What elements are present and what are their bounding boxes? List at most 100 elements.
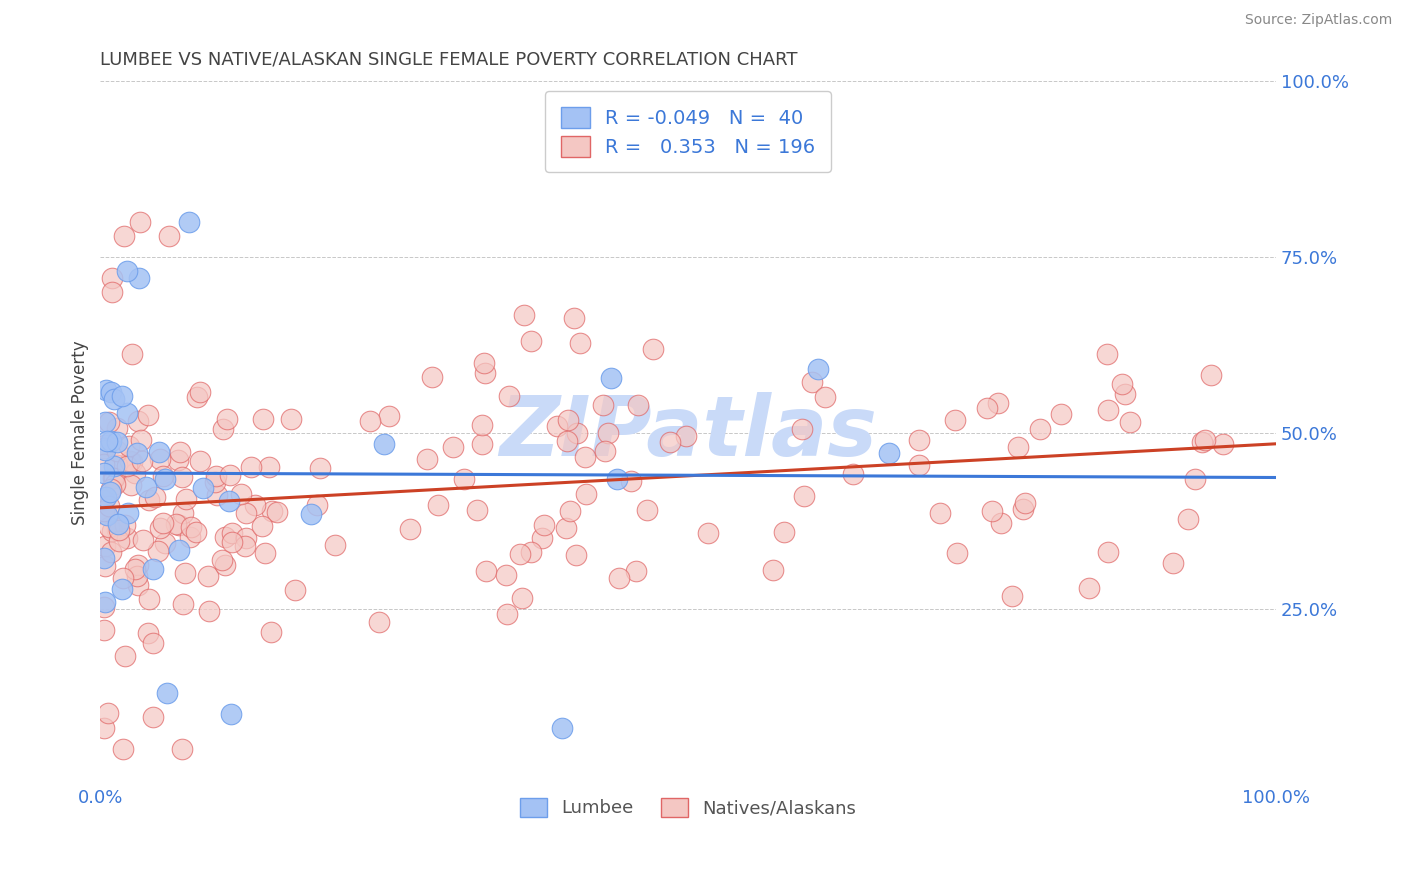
Point (117, 459, 139, 474)
Point (93, 721, 115, 735)
Point (981, 504, 1004, 518)
Point (260, 504, 283, 518)
Point (96, 508, 118, 523)
Point (197, 569, 219, 583)
Point (1114, 387, 1136, 401)
Point (420, 370, 443, 384)
Point (252, 411, 274, 425)
Point (218, 493, 240, 508)
Text: Source: ZipAtlas.com: Source: ZipAtlas.com (1244, 13, 1392, 28)
Point (186, 525, 208, 540)
Point (174, 566, 197, 580)
Point (1119, 415, 1142, 429)
Point (1007, 440, 1029, 454)
Point (877, 446, 900, 460)
Point (125, 569, 148, 583)
Point (593, 444, 616, 458)
Point (101, 471, 124, 485)
Point (284, 582, 307, 597)
Point (373, 437, 395, 451)
Point (94, 595, 117, 609)
Point (100, 385, 122, 400)
Point (93, 466, 115, 480)
Point (131, 433, 153, 447)
Point (132, 533, 155, 547)
Point (1194, 433, 1216, 447)
Point (606, 472, 628, 486)
Point (235, 507, 257, 521)
Point (146, 544, 169, 558)
Point (214, 558, 236, 572)
Point (107, 523, 129, 537)
Point (193, 481, 215, 495)
Point (475, 565, 498, 579)
Point (496, 607, 519, 621)
Point (104, 476, 127, 491)
Point (520, 544, 543, 558)
Point (117, 406, 139, 420)
Point (441, 440, 464, 454)
Point (131, 454, 153, 468)
Point (217, 412, 239, 426)
Point (254, 546, 277, 560)
Point (93, 623, 115, 637)
Point (359, 414, 381, 428)
Point (567, 425, 589, 440)
Point (111, 582, 134, 596)
Point (259, 460, 281, 475)
Point (100, 484, 122, 499)
Point (100, 524, 122, 538)
Point (135, 480, 157, 494)
Point (204, 469, 226, 483)
Point (138, 591, 160, 606)
Point (125, 446, 148, 460)
Point (513, 308, 536, 322)
Point (96, 384, 118, 398)
Point (643, 342, 665, 356)
Point (761, 563, 783, 577)
Point (240, 459, 263, 474)
Point (1111, 376, 1133, 391)
Point (575, 487, 598, 501)
Point (142, 709, 165, 723)
Point (148, 521, 170, 535)
Point (574, 450, 596, 464)
Point (555, 434, 578, 448)
Point (94, 415, 117, 429)
Point (103, 471, 125, 485)
Point (773, 525, 796, 540)
Point (101, 285, 124, 300)
Point (697, 525, 720, 540)
Point (94, 558, 117, 573)
Point (103, 458, 125, 473)
Point (1095, 347, 1118, 361)
Point (127, 413, 149, 427)
Point (558, 503, 581, 517)
Point (177, 215, 200, 229)
Point (142, 562, 165, 576)
Point (100, 271, 122, 285)
Point (138, 492, 160, 507)
Text: ZIPatlas: ZIPatlas (499, 392, 877, 474)
Point (946, 546, 969, 560)
Point (309, 461, 332, 475)
Point (98, 416, 121, 430)
Point (1012, 502, 1035, 516)
Point (266, 505, 288, 519)
Point (94, 539, 117, 553)
Point (157, 229, 180, 244)
Point (1078, 581, 1101, 595)
Point (107, 516, 129, 531)
Point (103, 392, 125, 407)
Point (1191, 435, 1213, 450)
Point (533, 518, 555, 533)
Point (465, 503, 488, 517)
Point (801, 375, 824, 389)
Point (928, 506, 950, 520)
Point (112, 229, 135, 244)
Point (235, 531, 257, 545)
Point (565, 549, 588, 563)
Point (987, 396, 1010, 410)
Point (105, 435, 128, 450)
Point (235, 539, 257, 553)
